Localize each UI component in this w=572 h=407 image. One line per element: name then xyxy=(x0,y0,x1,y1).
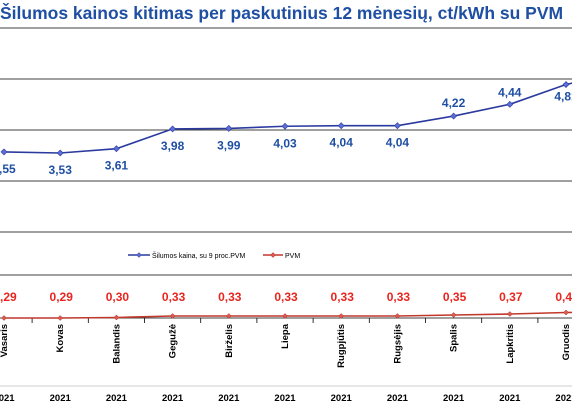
legend-label-pvm: PVM xyxy=(285,253,300,260)
data-point-pvm-9 xyxy=(506,311,513,317)
data-label-silumos-1: 3,53 xyxy=(49,163,73,177)
data-point-pvm-0 xyxy=(1,315,7,321)
data-point-silumos-3 xyxy=(169,125,177,133)
data-label-pvm-2: 0,30 xyxy=(106,290,130,304)
data-point-pvm-5 xyxy=(282,313,288,319)
legend-marker-silumos xyxy=(136,252,142,258)
data-point-pvm-8 xyxy=(450,312,457,318)
data-point-pvm-3 xyxy=(169,313,176,319)
legend-marker-pvm xyxy=(270,252,276,258)
data-label-silumos-5: 4,03 xyxy=(273,136,297,150)
data-point-pvm-10 xyxy=(563,309,569,316)
category-label-1: Kovas xyxy=(55,324,66,353)
category-label-5: Liepa xyxy=(280,323,291,349)
year-label-2: 2021 xyxy=(106,393,128,404)
data-point-silumos-4 xyxy=(225,124,233,132)
data-point-silumos-1 xyxy=(56,149,64,157)
category-label-9: Lapkritis xyxy=(505,324,516,364)
category-label-2: Balandis xyxy=(111,324,122,364)
data-label-pvm-4: 0,33 xyxy=(218,290,242,304)
legend-label-silumos: Šilumos kaina, su 9 proc.PVM xyxy=(152,251,246,260)
year-label-6: 2021 xyxy=(331,393,353,404)
year-label-3: 2021 xyxy=(162,393,184,404)
data-label-pvm-1: 0,29 xyxy=(50,290,74,304)
data-label-silumos-4: 3,99 xyxy=(217,138,241,152)
year-label-1: 2021 xyxy=(50,393,72,404)
data-point-silumos-5 xyxy=(281,122,289,130)
year-label-4: 2021 xyxy=(218,393,240,404)
data-label-pvm-0: 0,29 xyxy=(0,290,17,304)
data-label-silumos-6: 4,04 xyxy=(330,136,354,150)
series-line-pvm xyxy=(4,311,572,319)
category-label-6: Rugpjūtis xyxy=(336,324,347,368)
data-label-silumos-0: 3,55 xyxy=(0,162,16,176)
data-point-silumos-6 xyxy=(337,122,345,130)
data-point-silumos-7 xyxy=(393,122,401,130)
year-label-10: 2021 xyxy=(555,393,572,404)
category-label-3: Gegužė xyxy=(168,324,179,358)
data-point-silumos-0 xyxy=(0,148,8,156)
year-label-7: 2021 xyxy=(387,393,409,404)
data-label-silumos-8: 4,22 xyxy=(442,96,466,110)
data-label-silumos-3: 3,98 xyxy=(161,139,185,153)
data-label-pvm-7: 0,33 xyxy=(387,290,411,304)
data-label-silumos-7: 4,04 xyxy=(386,136,410,150)
year-label-8: 2021 xyxy=(443,393,465,404)
data-label-pvm-9: 0,37 xyxy=(499,290,523,304)
data-label-pvm-3: 0,33 xyxy=(162,290,186,304)
series-line-silumos-kaina xyxy=(3,82,572,154)
data-point-silumos-9 xyxy=(506,100,514,108)
data-label-pvm-10: 0,40 xyxy=(555,290,572,304)
data-point-pvm-2 xyxy=(113,314,120,321)
category-label-7: Rugsėjis xyxy=(392,324,403,364)
data-label-silumos-9: 4,44 xyxy=(498,85,522,99)
category-label-8: Spalis xyxy=(449,324,460,352)
data-point-silumos-10 xyxy=(562,81,570,88)
data-point-silumos-2 xyxy=(112,145,120,153)
legend: Šilumos kaina, su 9 proc.PVM PVM xyxy=(128,251,300,260)
data-point-pvm-1 xyxy=(57,315,64,321)
data-label-pvm-6: 0,33 xyxy=(331,290,355,304)
data-point-pvm-6 xyxy=(338,313,345,319)
category-label-4: Birželis xyxy=(224,324,235,358)
data-point-pvm-4 xyxy=(225,313,232,319)
category-label-10: Gruodis xyxy=(561,324,572,360)
year-label-0: 2021 xyxy=(0,393,15,404)
chart-title: Šilumos kainos kitimas per paskutinius 1… xyxy=(0,3,564,23)
year-label-5: 2021 xyxy=(274,393,296,404)
data-label-pvm-8: 0,35 xyxy=(443,290,467,304)
data-point-pvm-7 xyxy=(394,313,401,319)
year-label-9: 2021 xyxy=(499,393,521,404)
category-label-0: Vasaris xyxy=(0,324,10,357)
data-label-silumos-10: 4,81 xyxy=(554,90,572,104)
data-label-pvm-5: 0,33 xyxy=(274,290,298,304)
data-point-silumos-8 xyxy=(450,112,458,120)
data-label-silumos-2: 3,61 xyxy=(105,159,129,173)
